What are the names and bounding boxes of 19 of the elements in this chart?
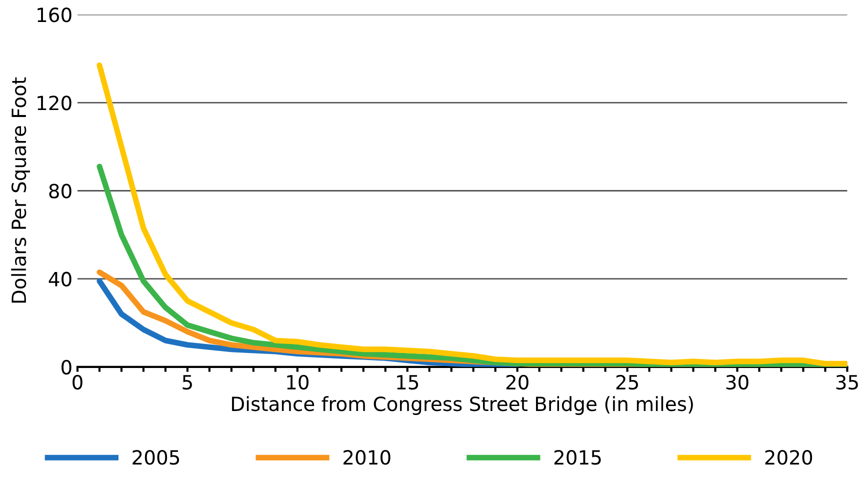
x-tick-label: 15 [397, 375, 418, 390]
y-tick-label: 0 [62, 360, 72, 375]
legend-label: 2005 [132, 450, 180, 465]
legend-label: 2010 [344, 450, 390, 465]
legend-label: 2015 [554, 450, 601, 465]
legend-label: 2020 [765, 450, 812, 465]
y-tick-label: 160 [38, 8, 72, 22]
y-tick-label: 120 [38, 96, 72, 110]
x-tick-label: 10 [287, 374, 308, 390]
y-tick-label: 40 [48, 272, 72, 287]
x-axis-title: Distance from Congress Street Bridge (in miles) [232, 396, 693, 415]
y-axis-title: Dollars Per Square Foot [11, 77, 30, 303]
x-tick-label: 30 [726, 374, 748, 390]
x-tick-label: 35 [836, 374, 858, 390]
x-tick-label: 20 [506, 374, 528, 390]
x-tick-label: 5 [182, 375, 192, 390]
x-tick-label: 0 [72, 374, 82, 390]
y-tick-label: 80 [49, 184, 72, 198]
x-tick-label: 25 [616, 374, 638, 390]
